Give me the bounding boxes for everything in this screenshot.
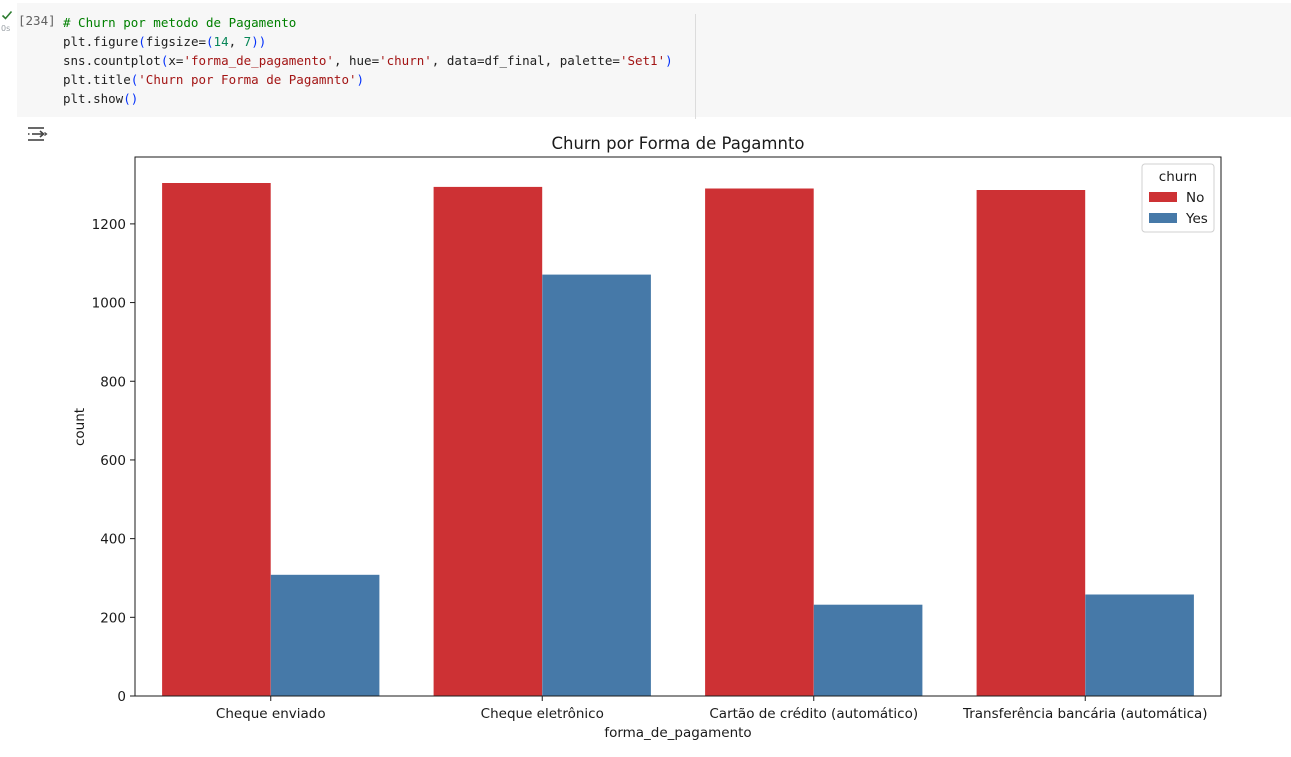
- legend-swatch-no: [1149, 192, 1177, 202]
- code-token: ): [356, 72, 365, 87]
- x-tick-label: Cheque enviado: [216, 706, 326, 722]
- y-axis-label: count: [72, 408, 88, 446]
- run-time: 0s: [1, 24, 11, 33]
- bar-yes: [813, 604, 923, 696]
- code-token: sns.countplot: [63, 53, 161, 68]
- check-icon: [1, 10, 13, 20]
- y-tick-label: 800: [100, 374, 126, 390]
- code-token: ,: [228, 34, 244, 49]
- code-cell[interactable]: [17, 3, 1291, 119]
- code-token: )): [251, 34, 267, 49]
- legend-label-no: No: [1186, 190, 1204, 206]
- y-tick-label: 1000: [92, 296, 126, 312]
- code-line: plt.figure(figsize=(14, 7)): [63, 32, 673, 51]
- bar-yes: [542, 274, 651, 696]
- legend-label-yes: Yes: [1185, 211, 1208, 227]
- code-token: (: [160, 53, 169, 68]
- code-token: (: [130, 72, 139, 87]
- bar-yes: [1085, 594, 1194, 696]
- x-tick-label: Transferência bancária (automática): [962, 706, 1208, 722]
- y-tick-label: 1200: [92, 217, 126, 233]
- output-toggle-icon[interactable]: [26, 124, 48, 144]
- code-editor[interactable]: # Churn por metodo de Pagamento plt.figur…: [63, 13, 673, 108]
- code-token: # Churn por metodo de Pagamento: [63, 15, 297, 30]
- code-token: 7: [243, 34, 252, 49]
- code-token: (: [138, 34, 146, 49]
- code-token: 'forma_de_pagamento': [183, 53, 334, 68]
- bar-no: [433, 186, 543, 696]
- code-token: , data=df_final, palette=: [431, 53, 620, 68]
- bar-no: [705, 188, 814, 696]
- legend-title: churn: [1159, 169, 1197, 185]
- code-token: 'churn': [379, 53, 432, 68]
- bar-no: [976, 190, 1086, 696]
- bar-yes: [270, 574, 380, 696]
- legend: churn No Yes: [1141, 163, 1215, 233]
- y-tick-label: 400: [100, 532, 126, 548]
- code-token: ): [665, 53, 673, 68]
- code-token: (): [123, 91, 139, 106]
- code-token: 'Set1': [619, 53, 666, 68]
- bar-no: [162, 183, 271, 696]
- code-line: plt.show(): [63, 89, 673, 108]
- x-axis-label: forma_de_pagamento: [604, 725, 751, 741]
- y-tick-label: 600: [100, 453, 126, 469]
- code-token: x=: [168, 53, 184, 68]
- code-token: , hue=: [333, 53, 380, 68]
- x-tick-label: Cheque eletrônico: [481, 706, 604, 722]
- y-tick-label: 200: [100, 610, 126, 626]
- code-token: 'Churn por Forma de Pagamnto': [138, 72, 357, 87]
- code-token: 14: [213, 34, 229, 49]
- code-token: plt.figure: [63, 34, 139, 49]
- execution-count: [234]: [18, 13, 56, 28]
- code-token: figsize=: [145, 34, 207, 49]
- code-line: plt.title('Churn por Forma de Pagamnto'): [63, 70, 673, 89]
- ruler-divider: [695, 14, 696, 119]
- code-token: plt.show: [63, 91, 124, 106]
- plot-frame: [134, 156, 1222, 697]
- code-token: (: [206, 34, 214, 49]
- code-line: # Churn por metodo de Pagamento: [63, 13, 673, 32]
- code-line: sns.countplot(x='forma_de_pagamento', hu…: [63, 51, 673, 70]
- chart-title: Churn por Forma de Pagamnto: [551, 134, 804, 153]
- y-tick-label: 0: [117, 689, 126, 705]
- code-token: plt.title: [63, 72, 131, 87]
- x-tick-label: Cartão de crédito (automático): [709, 706, 918, 722]
- legend-swatch-yes: [1149, 213, 1177, 223]
